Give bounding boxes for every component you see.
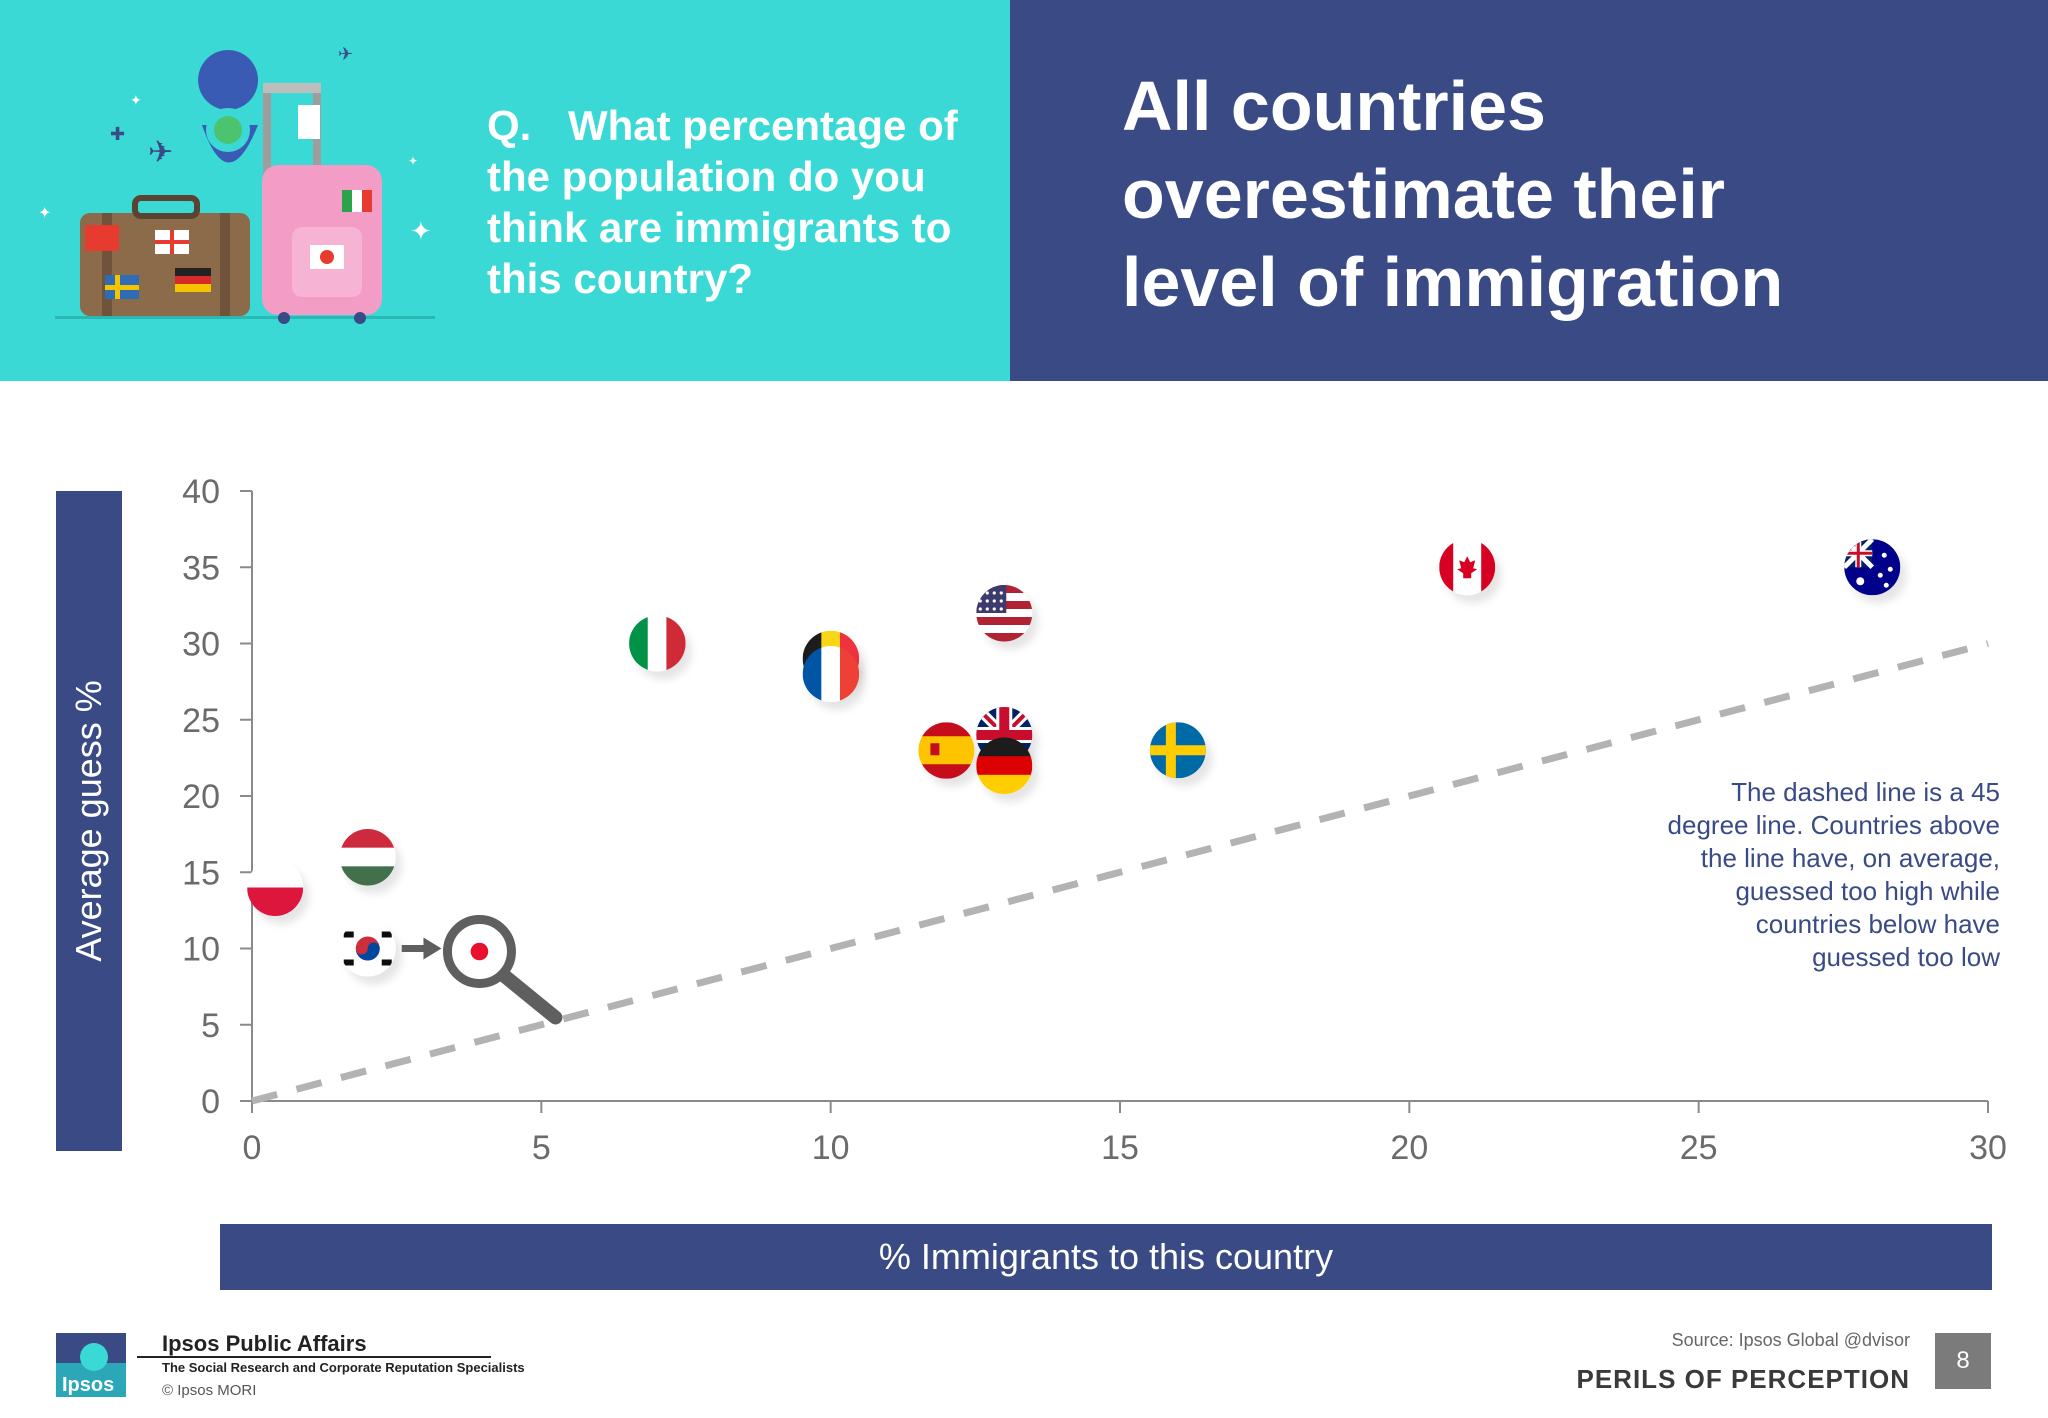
y-tick-label: 15 bbox=[182, 854, 220, 892]
headline-line: level of immigration bbox=[1122, 243, 1784, 321]
reference-dashed-line bbox=[251, 640, 1989, 1105]
arrow-head-icon bbox=[423, 937, 442, 960]
x-tick-label: 0 bbox=[243, 1129, 262, 1167]
australia-flag-icon bbox=[1844, 539, 1901, 596]
logo-divider bbox=[137, 1356, 491, 1358]
company-name: Ipsos Public Affairs bbox=[162, 1331, 367, 1356]
sweden-flag-icon bbox=[1149, 722, 1206, 779]
axis-ticks: 0 5 10 15 20 25 30 35 40 0 5 10 15 20 25 30 bbox=[182, 473, 2007, 1167]
question-line: think are immigrants to bbox=[487, 204, 952, 251]
y-tick-label: 0 bbox=[201, 1083, 220, 1121]
company-tagline: The Social Research and Corporate Reputa… bbox=[162, 1360, 525, 1375]
annotation-line: guessed too low bbox=[1812, 942, 2000, 972]
annotation-line: degree line. Countries above bbox=[1667, 810, 2000, 840]
germany-flag-icon bbox=[976, 737, 1033, 794]
south-korea-flag-icon bbox=[339, 920, 396, 977]
report-brand: PERILS OF PERCEPTION bbox=[1576, 1364, 1910, 1394]
annotation-line: guessed too high while bbox=[1735, 876, 2000, 906]
y-tick-label: 30 bbox=[182, 626, 220, 664]
question-prefix: Q. bbox=[487, 102, 532, 149]
question-line: What percentage of bbox=[568, 102, 958, 149]
survey-question: Q. What percentage of the population do y… bbox=[487, 100, 987, 304]
x-axis-title: % Immigrants to this country bbox=[878, 1236, 1334, 1277]
y-tick-label: 5 bbox=[201, 1007, 220, 1045]
x-tick-label: 30 bbox=[1969, 1129, 2007, 1167]
svg-text:✦: ✦ bbox=[410, 217, 432, 247]
canada-flag-icon bbox=[1439, 539, 1496, 596]
france-flag-icon bbox=[802, 646, 860, 702]
svg-text:✈: ✈ bbox=[338, 44, 353, 65]
copyright: © Ipsos MORI bbox=[162, 1382, 257, 1399]
headline-line: All countries bbox=[1122, 67, 1546, 145]
x-tick-label: 5 bbox=[532, 1129, 551, 1167]
usa-flag-icon bbox=[976, 585, 1033, 642]
source-note: Source: Ipsos Global @dvisor bbox=[1671, 1330, 1910, 1350]
svg-text:✦: ✦ bbox=[408, 154, 418, 168]
question-line: this country? bbox=[487, 255, 754, 302]
annotation-line: The dashed line is a 45 bbox=[1731, 777, 2000, 807]
y-tick-label: 10 bbox=[182, 931, 220, 969]
page-number: 8 bbox=[1935, 1333, 1991, 1389]
x-tick-label: 10 bbox=[812, 1129, 850, 1167]
y-tick-label: 20 bbox=[182, 778, 220, 816]
question-panel: ✈ ✈ ✚ ✦ ✦ ✦ ✦ Q. What percentage of the p… bbox=[0, 0, 1010, 381]
japan-flag-icon bbox=[457, 929, 502, 974]
spain-flag-icon bbox=[918, 722, 975, 779]
svg-text:✦: ✦ bbox=[38, 203, 51, 222]
x-tick-label: 15 bbox=[1101, 1129, 1139, 1167]
svg-text:✈: ✈ bbox=[148, 135, 173, 170]
hungary-flag-icon bbox=[339, 829, 396, 886]
headline-line: overestimate their bbox=[1122, 155, 1726, 233]
question-line: the population do you bbox=[487, 153, 926, 200]
annotation-line: the line have, on average, bbox=[1700, 843, 2000, 873]
italy-flag-icon bbox=[629, 615, 686, 672]
luggage-illustration-icon: ✈ ✈ ✚ ✦ ✦ ✦ ✦ bbox=[38, 44, 435, 324]
x-axis-title-box: % Immigrants to this country bbox=[220, 1224, 1992, 1290]
y-tick-label: 40 bbox=[182, 473, 220, 511]
reference-line-annotation: The dashed line is a 45 degree line. Cou… bbox=[1580, 776, 2000, 974]
x-tick-label: 20 bbox=[1390, 1129, 1428, 1167]
logo-text: Ipsos bbox=[62, 1374, 114, 1396]
y-tick-label: 35 bbox=[182, 549, 220, 587]
svg-text:✚: ✚ bbox=[110, 124, 125, 145]
y-axis-title-box bbox=[56, 491, 122, 1151]
magnifier-icon bbox=[442, 915, 563, 1025]
svg-text:✦: ✦ bbox=[130, 93, 142, 109]
x-tick-label: 25 bbox=[1680, 1129, 1718, 1167]
headline-panel bbox=[1010, 0, 2048, 381]
data-points bbox=[247, 539, 1901, 1025]
headline: All countries overestimate their level o… bbox=[1122, 62, 2002, 326]
poland-flag-icon bbox=[247, 859, 304, 916]
y-tick-label: 25 bbox=[182, 702, 220, 740]
ipsos-logo-icon: Ipsos bbox=[56, 1333, 126, 1397]
annotation-line: countries below have bbox=[1755, 909, 2000, 939]
